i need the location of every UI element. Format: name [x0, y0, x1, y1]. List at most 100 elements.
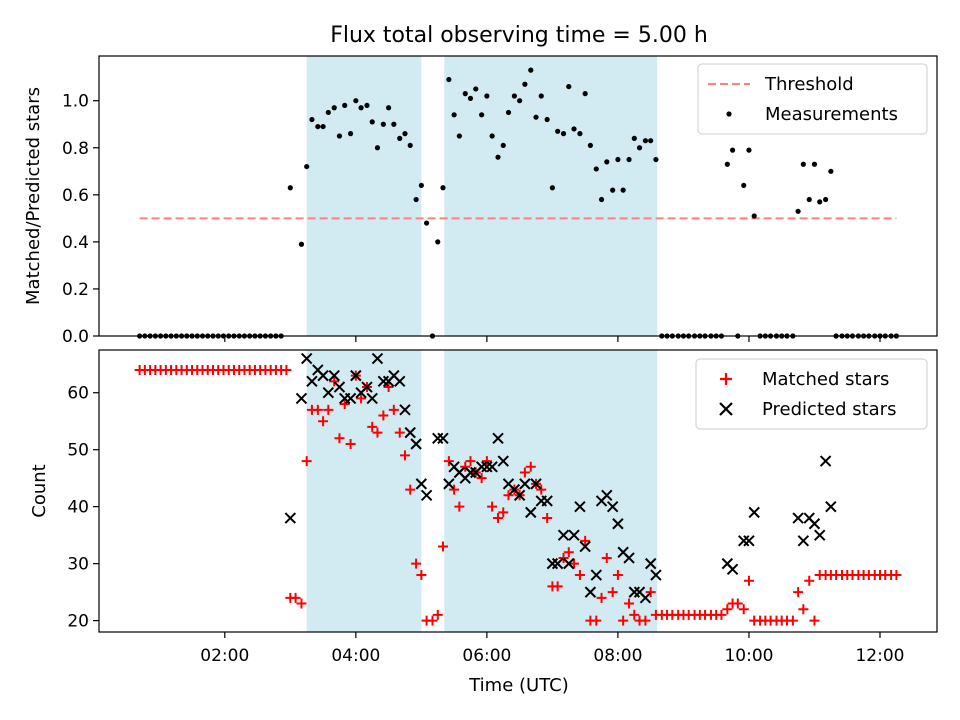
matched-star-point	[519, 467, 530, 478]
matched-star-point	[296, 598, 307, 609]
predicted-star-point	[650, 569, 662, 581]
measurement-point	[456, 133, 462, 139]
measurement-point	[402, 131, 408, 137]
predicted-star-point	[328, 369, 340, 382]
measurement-point	[347, 131, 354, 137]
matched-star-point	[591, 615, 602, 626]
matched-star-point	[809, 615, 820, 626]
top-shaded-intervals	[306, 56, 658, 336]
bottom-shaded-interval-2	[444, 350, 658, 632]
bottom-y-ticks: 20 30 40 50 60	[67, 384, 99, 632]
measurement-point	[505, 109, 512, 116]
matched-star-point	[618, 615, 629, 626]
predicted-star-point	[377, 375, 390, 388]
legend-measurement-swatch	[726, 111, 732, 117]
predicted-star-point	[743, 535, 755, 547]
legend-predicted-label: Predicted stars	[762, 399, 896, 420]
predicted-star-point	[623, 552, 635, 564]
measurement-point	[489, 133, 495, 139]
measurement-point	[374, 145, 381, 151]
matched-star-point	[339, 399, 350, 410]
measurement-point	[571, 126, 577, 132]
predicted-star-point	[284, 512, 297, 524]
matched-star-point	[443, 456, 454, 467]
predicted-star-point	[317, 369, 329, 382]
matched-star-point	[804, 575, 815, 586]
measurement-point	[467, 95, 474, 101]
predicted-star-point	[300, 352, 313, 365]
measurement-point	[610, 187, 616, 193]
matched-star-point	[525, 461, 536, 472]
predicted-star-point	[475, 461, 488, 473]
measurement-point	[620, 187, 626, 193]
matched-star-point	[743, 575, 754, 586]
predicted-star-point	[322, 387, 335, 399]
matched-star-point	[629, 609, 640, 620]
matched-star-point	[891, 570, 902, 581]
measurement-point	[397, 135, 403, 141]
measurement-point	[451, 112, 457, 118]
matched-star-point	[481, 456, 492, 467]
measurement-point	[741, 182, 747, 189]
predicted-star-point	[748, 506, 760, 519]
predicted-star-point	[295, 392, 308, 405]
matched-star-point	[329, 376, 340, 387]
legend-predicted-swatch	[719, 402, 733, 416]
measurement-point	[811, 161, 818, 167]
predicted-star-point	[590, 569, 603, 581]
top-panel: 0.0 0.2 0.4 0.6 0.8 1.0 Matched/Predicted sta…	[23, 55, 938, 347]
matched-star-point	[465, 456, 476, 467]
matched-star-point	[454, 501, 465, 512]
matched-star-point	[722, 604, 733, 615]
measurement-point	[795, 208, 801, 214]
predicted-star-point	[530, 478, 542, 490]
matched-star-point	[460, 461, 471, 472]
measurement-point	[511, 93, 517, 99]
predicted-star-point	[825, 500, 837, 513]
predicted-star-point	[513, 489, 526, 501]
measurement-point	[380, 121, 386, 127]
matched-star-point	[552, 581, 563, 592]
measurement-point	[528, 67, 534, 73]
predicted-star-point	[481, 461, 493, 473]
measurement-point	[364, 102, 370, 109]
measurement-point	[484, 93, 490, 99]
measurement-point	[435, 239, 441, 245]
matched-star-point	[399, 450, 410, 461]
bottom-shaded-intervals	[306, 350, 658, 632]
matched-star-point	[301, 456, 312, 467]
top-legend-box	[697, 63, 928, 135]
matched-star-point	[596, 592, 607, 603]
matched-star-point	[798, 604, 809, 615]
measurement-point	[336, 133, 343, 139]
matched-star-point	[558, 552, 569, 563]
measurement-point	[587, 142, 593, 149]
bottom-plot-frame	[98, 349, 938, 633]
measurement-point	[385, 105, 392, 111]
top-ytick-label: 0.4	[62, 233, 89, 253]
measurement-point	[593, 166, 599, 172]
bottom-ytick-label: 60	[67, 384, 89, 404]
matched-star-point	[536, 484, 547, 495]
matched-star-point	[542, 513, 553, 524]
matched-star-point	[378, 410, 389, 421]
measurement-point	[462, 91, 468, 97]
top-ytick-label: 0.2	[62, 280, 89, 300]
matched-star-point	[498, 507, 509, 518]
predicted-star-point	[410, 438, 422, 450]
predicted-star-point	[366, 392, 378, 405]
predicted-star-point	[371, 352, 384, 365]
measurement-point	[653, 156, 659, 163]
predicted-star-point	[574, 500, 586, 513]
predicted-star-point	[443, 478, 455, 490]
figure-title: Flux total observing time = 5.00 h	[330, 23, 708, 48]
matched-star-point	[427, 615, 438, 626]
matched-star-point	[437, 541, 448, 552]
measurement-point	[358, 105, 364, 111]
measurement-point	[604, 159, 610, 165]
predicted-star-point	[568, 529, 580, 541]
top-ytick-label: 0.8	[62, 139, 89, 159]
top-y-ticks: 0.0 0.2 0.4 0.6 0.8 1.0	[62, 92, 99, 347]
bottom-legend-box	[695, 358, 928, 430]
bottom-xtick-label: 06:00	[462, 646, 511, 666]
